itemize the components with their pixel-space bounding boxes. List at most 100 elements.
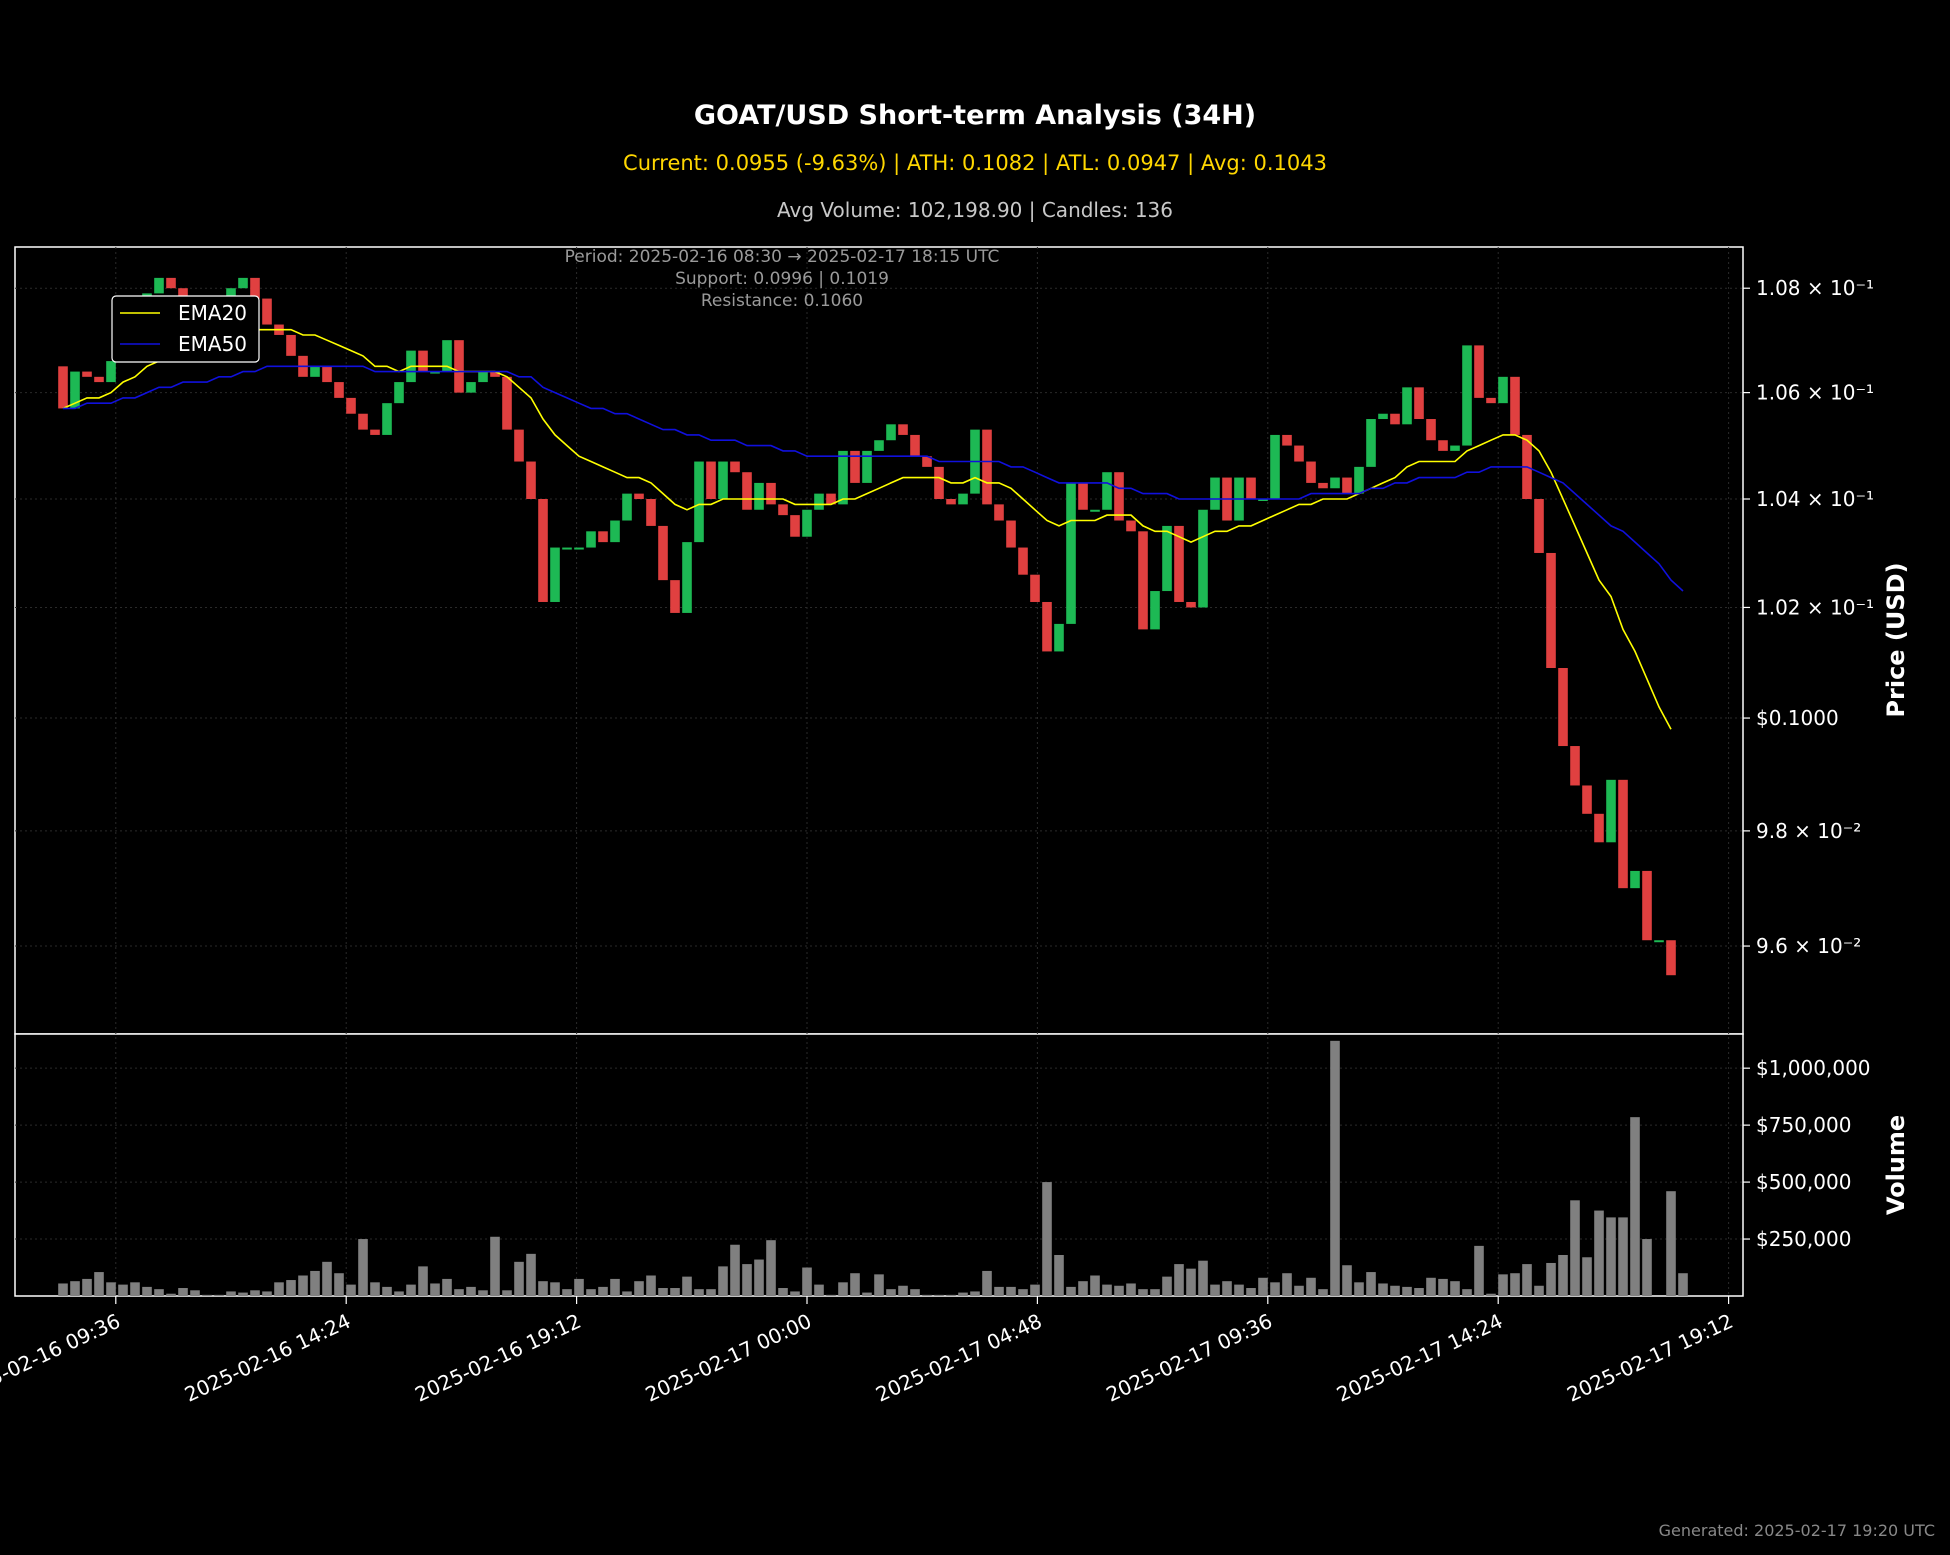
volume-bar [922,1294,932,1296]
volume-bar [1150,1289,1160,1296]
time-tick-label: 2025-02-16 19:12 [411,1309,584,1407]
candle [250,277,260,299]
volume-bar [1054,1254,1064,1296]
volume-bar [1570,1200,1580,1296]
candle [1438,440,1448,451]
volume-bar [670,1288,680,1296]
volume-bar [982,1270,992,1296]
volume-bar [190,1290,200,1296]
candle [1402,387,1412,425]
candle [646,499,656,526]
volume-bar [1438,1278,1448,1296]
volume-bar [1522,1264,1532,1296]
candle [514,429,524,462]
candle [1594,813,1604,843]
volume-tick-label: $500,000 [1756,1170,1851,1194]
candle [1210,477,1220,510]
volume-bar [946,1294,956,1296]
time-tick-label: 2025-02-17 09:36 [1102,1309,1275,1407]
candle [910,434,920,457]
volume-bar [1678,1273,1688,1296]
candle [370,429,380,435]
candle [1558,668,1568,747]
volume-bar [1042,1182,1052,1296]
candle [1378,413,1388,420]
candle [802,509,812,537]
volume-bar [1474,1245,1484,1296]
volume-axis-label: Volume [1882,1115,1910,1215]
candle [526,461,536,500]
candle [982,429,992,505]
candle [1126,520,1136,532]
volume-bar [970,1291,980,1296]
candle [1150,591,1160,630]
candle [574,547,584,550]
volume-bar [238,1292,248,1296]
candle [1066,482,1076,624]
volume-bar [178,1288,188,1296]
volume-tick-label: $250,000 [1756,1227,1851,1251]
time-tick-label: 2025-02-17 14:24 [1333,1309,1506,1407]
volume-bar [886,1289,896,1296]
volume-bar [1006,1286,1016,1296]
candle [1198,509,1208,608]
candle [226,288,236,299]
candle [238,277,248,289]
volume-bar [550,1282,560,1296]
candle [1666,940,1676,976]
volume-bar [874,1274,884,1296]
volume-bar [334,1273,344,1296]
candle [154,277,164,294]
volume-bar [682,1276,692,1296]
candle [94,376,104,383]
candle [1486,397,1496,404]
volume-bars [58,1040,1688,1296]
volume-bar [118,1284,128,1296]
price-tick-label: $0.1000 [1756,706,1839,730]
candle [1414,387,1424,420]
candle [1426,419,1436,441]
volume-bar [310,1270,320,1296]
candle [958,493,968,505]
volume-bar [466,1286,476,1296]
volume-bar [130,1282,140,1296]
period-annotation: Period: 2025-02-16 08:30 → 2025-02-17 18… [565,247,1000,267]
candle [634,493,644,500]
volume-bar [1294,1285,1304,1296]
volume-bar [1282,1273,1292,1296]
legend: EMA20 EMA50 [111,295,260,363]
volume-bar [262,1291,272,1296]
legend-ema50-label: EMA50 [178,332,247,356]
volume-bar [250,1290,260,1296]
volume-bar [1546,1262,1556,1296]
volume-bar [154,1289,164,1296]
candle [946,499,956,505]
price-tick-label: 1.08 × 10⁻¹ [1756,276,1874,300]
volume-bar [1582,1257,1592,1296]
time-tick-label: 2025-02-16 09:36 [0,1309,124,1407]
volume-bar [202,1294,212,1296]
candle [1390,413,1400,425]
volume-bar [1558,1254,1568,1296]
volume-bar [706,1289,716,1296]
candle [610,520,620,543]
volume-bar [382,1286,392,1296]
candle [1162,525,1172,592]
candle [562,547,572,550]
candle [898,424,908,435]
volume-bar [1378,1283,1388,1296]
volume-bar [142,1286,152,1296]
candle [1498,376,1508,404]
volume-bar [826,1294,836,1296]
generated-timestamp: Generated: 2025-02-17 19:20 UTC [1658,1521,1935,1540]
candle [670,580,680,613]
candle [1078,482,1088,510]
candle [1006,520,1016,548]
candle [682,542,692,613]
volume-bar [1426,1277,1436,1296]
price-tick-label: 1.02 × 10⁻¹ [1756,595,1874,619]
volume-bar [994,1286,1004,1296]
candle [1306,461,1316,483]
candle [1630,870,1640,889]
candle [754,482,764,510]
